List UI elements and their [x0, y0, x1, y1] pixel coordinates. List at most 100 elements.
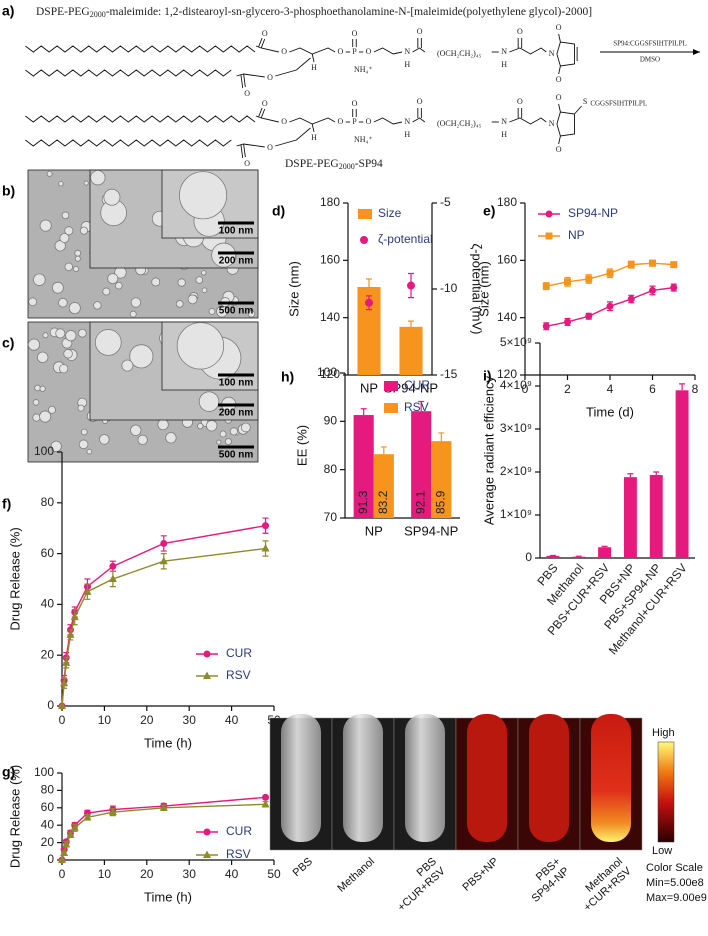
y-tick-label: 160: [497, 253, 517, 267]
nanoparticle: [175, 300, 184, 308]
product-part: DSPE-PEG: [285, 158, 339, 170]
y-tick-label: 3×10⁹: [500, 421, 532, 435]
scale-high: High: [652, 727, 675, 739]
atom-label: N: [501, 47, 507, 56]
bond: [258, 107, 263, 118]
bond: [558, 33, 561, 43]
solvent: DMSO: [640, 56, 660, 64]
error-bar: [366, 278, 372, 287]
bond: [243, 73, 246, 88]
bar: [411, 411, 432, 518]
tube: [467, 714, 507, 842]
bar: [357, 286, 381, 375]
atom-label: O: [417, 27, 423, 36]
marker: [203, 671, 211, 679]
nanoparticle: [157, 418, 169, 431]
nanoparticle: [33, 273, 46, 286]
atom-label: O: [338, 117, 344, 126]
nanoparticle: [80, 428, 88, 436]
legend-label: Size: [378, 206, 402, 220]
y-tick-label: 120: [320, 367, 340, 381]
atom-label: H: [501, 60, 507, 69]
legend-label: CUR: [226, 646, 252, 660]
nanoparticle: [73, 265, 80, 272]
atom-label: O: [352, 99, 358, 108]
reagent: SP94:CGGSFSIHTPILPL: [613, 40, 687, 48]
panel-label: d): [272, 203, 285, 219]
bond: [509, 117, 547, 125]
y-tick-label: 40: [41, 817, 55, 831]
error-bar: [408, 320, 414, 327]
atom-label: S: [583, 97, 587, 106]
marker: [203, 828, 211, 836]
y-tick-label: 140: [320, 310, 340, 324]
bond: [240, 144, 244, 159]
y-axis-title: EE (%): [294, 425, 309, 466]
marker: [60, 678, 69, 687]
nanoparticle: [58, 364, 69, 374]
atom-label: O: [556, 145, 562, 154]
marker: [585, 275, 593, 283]
marker: [606, 269, 614, 277]
atom-label: N: [404, 47, 410, 56]
bar: [623, 477, 637, 558]
scale-low: Low: [652, 845, 672, 857]
panel-label: e): [483, 203, 495, 219]
title-part: DSPE-PEG: [36, 6, 90, 18]
scale-label: 200 nm: [219, 256, 254, 267]
x-tick-label: SP94-NP: [404, 523, 458, 538]
bond: [243, 143, 246, 158]
x-tick-label: 6: [649, 382, 656, 396]
marker: [545, 210, 553, 218]
marker: [66, 630, 75, 638]
atom-label: N: [501, 117, 507, 126]
value-label: 91.3: [356, 490, 370, 514]
atom-label: P: [352, 117, 357, 126]
y-tick-label: 180: [320, 195, 340, 209]
marker: [261, 544, 270, 552]
y-tick-label: 0: [47, 698, 54, 712]
marker: [606, 302, 614, 310]
bond: [311, 123, 315, 133]
marker: [109, 562, 117, 570]
marker: [60, 848, 69, 857]
x-tick-label: 0: [522, 382, 529, 396]
bond: [556, 111, 575, 137]
bar: [353, 415, 374, 518]
marker: [159, 556, 168, 565]
nanoparticle: [247, 310, 256, 318]
y-tick-label: 90: [324, 414, 338, 428]
nanoparticle: [229, 427, 238, 436]
x-tick-label: NP: [365, 523, 383, 538]
nanoparticle: [77, 404, 85, 412]
product-name: DSPE-PEG2000-SP94: [285, 158, 383, 171]
nanoparticle: [64, 226, 74, 236]
y-tick-label: 120: [497, 367, 517, 381]
tube: [281, 714, 321, 842]
bar: [373, 454, 394, 518]
bar: [431, 441, 452, 518]
nanoparticle: [90, 170, 106, 186]
x-tick-label: 8: [692, 382, 699, 396]
nanoparticle: [55, 328, 66, 339]
value-label: 85.9: [433, 490, 447, 514]
nanoparticle: [179, 171, 228, 220]
y2-tick-label: -5: [440, 195, 451, 209]
y-tick-label: 20: [41, 647, 55, 661]
y-axis-title: Size (nm): [286, 261, 301, 317]
marker: [627, 261, 635, 269]
nanoparticle: [177, 278, 186, 287]
bond: [412, 117, 426, 123]
nanoparticle: [129, 310, 137, 318]
atom-label: O: [352, 29, 358, 38]
atom-label: N: [549, 119, 555, 128]
y-tick-label: 100: [34, 765, 54, 779]
marker: [670, 284, 678, 292]
error-bar: [679, 383, 686, 391]
nanoparticle: [50, 440, 62, 452]
tube: [529, 714, 569, 842]
nanoparticle: [211, 242, 237, 268]
panel-label: i): [483, 368, 492, 384]
nanoparticle: [79, 226, 88, 235]
